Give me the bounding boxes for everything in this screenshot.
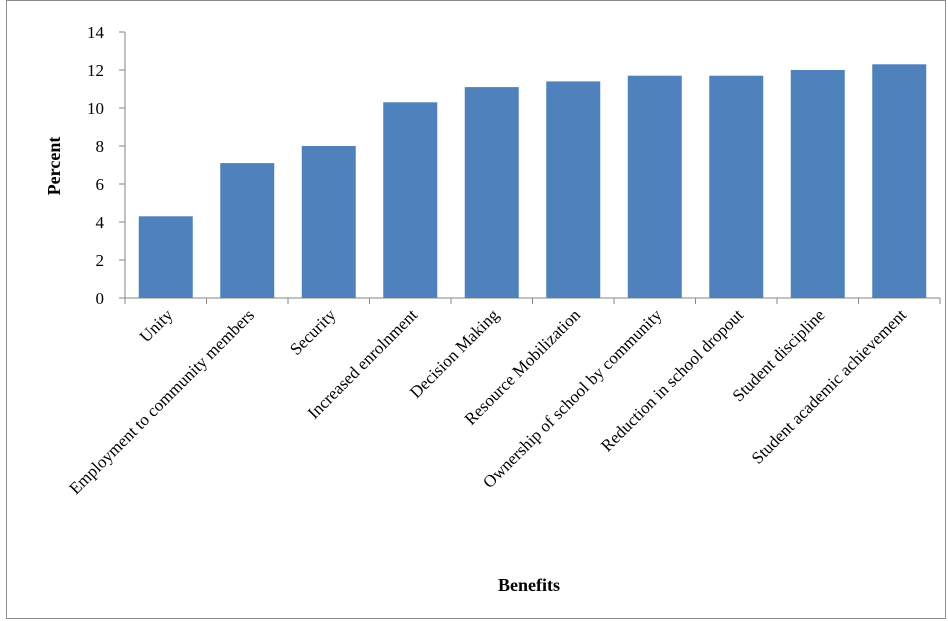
y-axis-title: Percent (44, 137, 64, 196)
x-axis-title: Benefits (498, 575, 560, 595)
y-tick-label: 10 (87, 99, 104, 118)
x-category-label: Reduction in school dropout (597, 305, 747, 455)
x-category-label: Security (286, 305, 340, 359)
bar (546, 81, 601, 299)
x-category-label: Employment to community members (65, 305, 258, 498)
bar (627, 75, 682, 298)
y-tick-label: 14 (87, 23, 105, 42)
bar (220, 163, 275, 298)
bar (464, 87, 519, 298)
x-category-label: Ownership of school by community (479, 305, 666, 492)
y-tick-label: 2 (96, 251, 105, 270)
bar (383, 102, 438, 298)
y-tick-label: 8 (96, 137, 105, 156)
x-category-label: Student academic achievement (748, 305, 910, 467)
x-category-label: Unity (136, 305, 177, 346)
y-tick-label: 6 (96, 175, 105, 194)
y-tick-label: 12 (87, 61, 104, 80)
y-tick-label: 4 (96, 213, 105, 232)
bar (709, 75, 764, 298)
x-axis (124, 297, 941, 304)
bar (138, 216, 193, 298)
bars (138, 64, 927, 299)
bar (301, 146, 356, 298)
bar (872, 64, 927, 298)
y-tick-label: 0 (96, 289, 105, 308)
y-axis: 0 2 4 6 8 10 12 14 (87, 23, 126, 308)
bar (790, 70, 845, 298)
